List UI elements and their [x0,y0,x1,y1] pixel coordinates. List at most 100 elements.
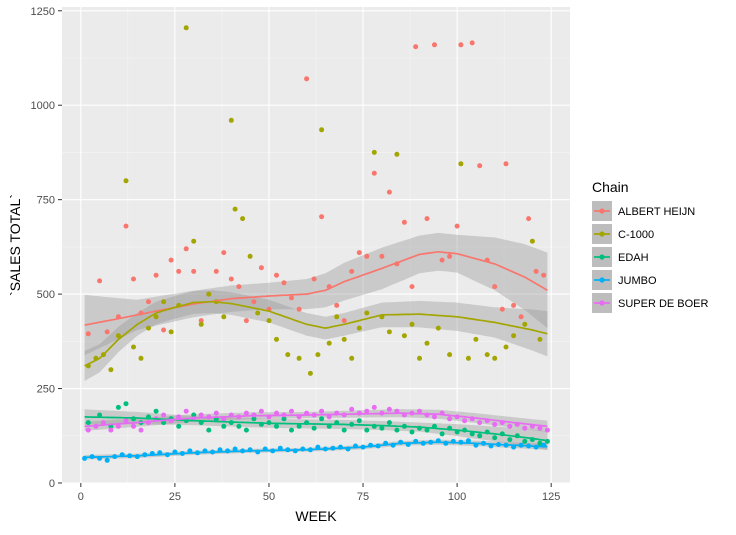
point-edah [409,429,415,435]
point-c-1000 [435,325,441,331]
point-albert-heijn [499,306,505,312]
point-super-de-boer [131,423,136,429]
point-albert-heijn [401,219,407,225]
point-c-1000 [198,321,204,327]
point-jumbo [104,457,110,463]
point-albert-heijn [341,318,347,324]
point-c-1000 [349,355,355,361]
point-c-1000 [232,206,238,212]
point-edah [251,416,257,422]
point-c-1000 [240,216,246,222]
point-c-1000 [146,325,151,331]
point-super-de-boer [108,427,114,433]
point-edah [386,420,392,426]
point-c-1000 [364,310,370,316]
point-c-1000 [228,117,234,123]
point-c-1000 [386,329,392,335]
point-edah [115,404,121,410]
point-edah [236,423,242,429]
point-albert-heijn [161,327,167,333]
point-c-1000 [326,340,332,346]
point-edah [522,438,528,444]
y-tick-label: 250 [37,384,55,396]
point-super-de-boer [100,420,106,426]
trend-line-super-de-boer [84,412,548,428]
point-super-de-boer [477,420,483,426]
point-albert-heijn [503,161,509,167]
point-c-1000 [465,355,471,361]
point-albert-heijn [153,272,159,278]
point-super-de-boer [417,408,422,414]
point-edah [123,401,129,407]
legend-point-edah [599,254,605,260]
point-albert-heijn [221,250,227,256]
point-albert-heijn [168,257,174,263]
legend-point-super-de-boer [599,300,605,306]
point-c-1000 [341,336,347,342]
point-super-de-boer [386,406,392,412]
point-albert-heijn [296,306,302,312]
point-super-de-boer [349,406,355,412]
point-super-de-boer [85,427,91,433]
point-c-1000 [424,340,430,346]
point-c-1000 [131,344,136,350]
point-c-1000 [221,314,227,320]
point-super-de-boer [507,423,513,429]
point-edah [492,435,498,441]
point-albert-heijn [289,295,294,301]
point-albert-heijn [424,216,430,222]
point-albert-heijn [243,318,249,324]
point-albert-heijn [334,302,340,308]
legend-item-jumbo: JUMBO [592,270,657,290]
point-edah [274,423,279,429]
legend-label-jumbo: JUMBO [618,275,657,287]
point-c-1000 [334,314,340,320]
point-albert-heijn [104,329,110,335]
legend-label-albert-heijn: ALBERT HEIJN [618,206,695,218]
point-edah [85,420,91,426]
x-tick-label: 50 [263,491,275,503]
point-super-de-boer [319,408,325,414]
point-albert-heijn [176,268,182,274]
y-tick-label: 0 [49,478,55,490]
point-albert-heijn [131,276,136,282]
y-tick-label: 500 [37,289,55,301]
point-edah [319,416,325,422]
point-albert-heijn [413,44,419,50]
point-edah [341,427,347,433]
point-edah [364,427,370,433]
legend-label-edah: EDAH [618,252,649,264]
point-albert-heijn [319,214,325,220]
point-c-1000 [255,310,261,316]
point-albert-heijn [281,280,287,286]
point-albert-heijn [386,189,392,195]
point-albert-heijn [541,272,547,278]
point-albert-heijn [379,253,385,259]
point-edah [153,408,159,414]
point-edah [221,423,227,429]
point-c-1000 [247,253,253,259]
point-c-1000 [356,325,362,331]
x-tick-label: 100 [448,491,466,503]
point-c-1000 [511,333,517,339]
point-super-de-boer [522,425,528,431]
point-super-de-boer [176,414,182,420]
point-albert-heijn [236,284,242,290]
point-super-de-boer [274,410,279,416]
point-albert-heijn [123,223,129,229]
point-albert-heijn [304,76,310,82]
point-edah [394,427,400,433]
point-c-1000 [274,336,279,342]
point-super-de-boer [243,410,249,416]
legend-item-super-de-boer: SUPER DE BOER [592,293,709,313]
point-c-1000 [401,333,407,339]
point-edah [97,412,103,418]
point-super-de-boer [123,418,129,424]
point-c-1000 [266,318,272,324]
y-axis-label: `SALES TOTAL` [7,194,23,296]
trend-line-albert-heijn [84,250,548,326]
point-albert-heijn [518,314,524,320]
trend-line-edah [84,416,548,442]
